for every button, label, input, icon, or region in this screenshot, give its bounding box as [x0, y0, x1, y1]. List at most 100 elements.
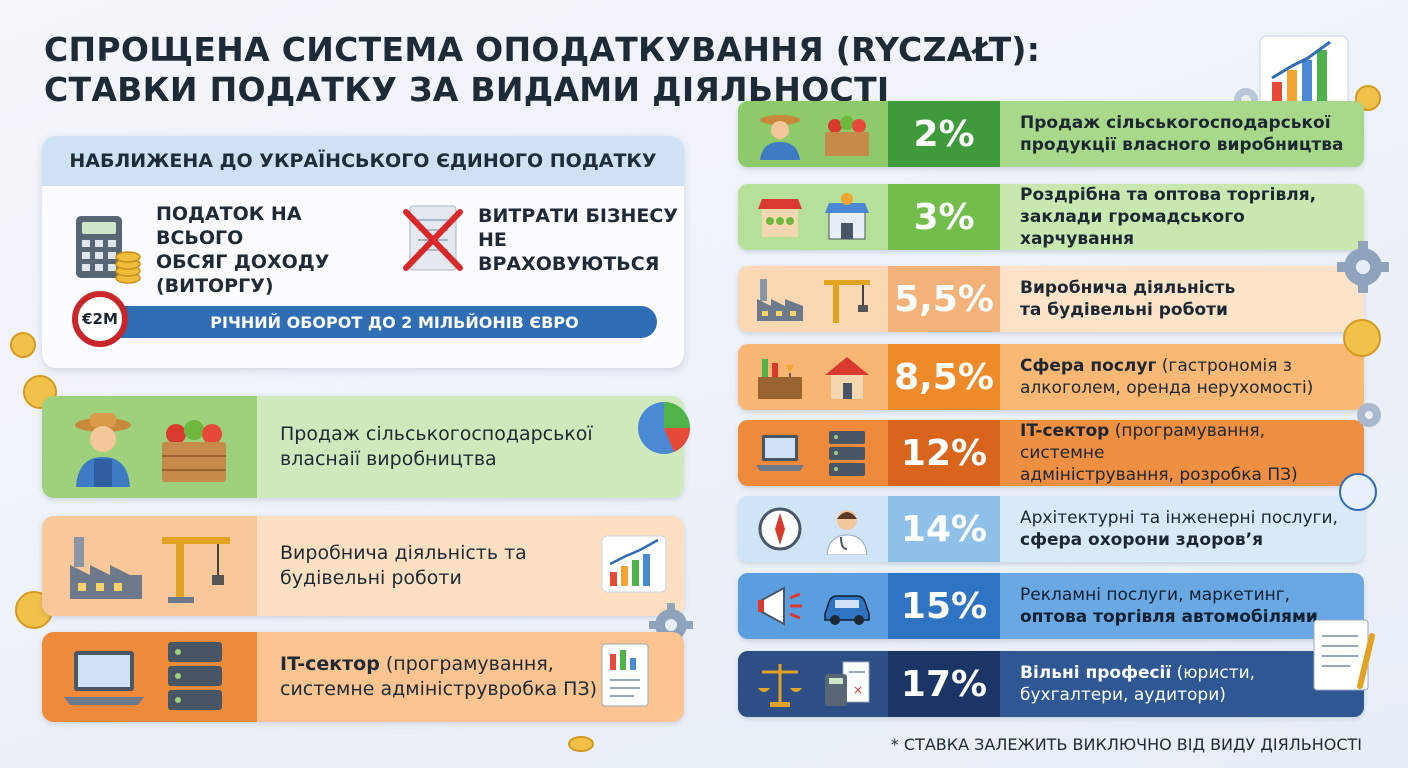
tax-rate-value: 12%: [888, 420, 1000, 486]
rate-description: Рекламні послуги, маркетинг, оптова торгі…: [1020, 573, 1352, 639]
calculator-coins-icon: [76, 216, 141, 284]
coin-icon: [10, 332, 36, 358]
left-sector-manufacturing: Виробнича діяльність та будівельні робот…: [42, 516, 684, 616]
farmer-icon: [75, 413, 131, 487]
left-sector-it: IT-сектор (програмування, системне адмін…: [42, 632, 684, 722]
car-icon: [823, 595, 870, 625]
rate-description: Сфера послуг (гастрономія з алкоголем, ор…: [1020, 344, 1352, 410]
rate-row: 14% Архітектурні та інженерні послуги, сфе…: [738, 496, 1364, 562]
rate-description-bold: Сфера послуг: [1020, 356, 1157, 376]
rate-description-line1: Виробнича діяльність: [1020, 278, 1236, 298]
rate-description-bold2: оптова торгівля автомобілями: [1020, 607, 1318, 627]
rate-row: 12% IT-сектор (програмування, системне адм…: [738, 420, 1364, 486]
rate-row-icons: [738, 266, 888, 332]
tax-rate-value: 14%: [888, 496, 1000, 562]
factory-icon: [70, 537, 142, 599]
megaphone-icon: [757, 586, 802, 626]
vegetable-crate-icon: [162, 420, 226, 482]
rate-description-line2: адміністрування, розробка ПЗ): [1020, 465, 1298, 485]
laptop-icon: [64, 651, 144, 705]
feature2-line1: ВИТРАТИ БІЗНЕСУ: [478, 205, 678, 227]
rate-description-line1: Архітектурні та інженерні послуги,: [1020, 508, 1338, 528]
footnote: * СТАВКА ЗАЛЕЖИТЬ ВИКЛЮЧНО ВІД ВИДУ ДІЯЛ…: [890, 735, 1362, 754]
turnover-badge: €2M: [72, 291, 128, 347]
house-icon: [824, 357, 869, 399]
rate-description-line1: Продаж сільськогосподарської: [1020, 113, 1331, 133]
rate-description-line1: Роздрібна та оптова торгівля,: [1020, 185, 1317, 205]
left-sector-agriculture: Продаж сільськогосподарської власнаії ви…: [42, 396, 684, 498]
rate-description-rest: (юристи,: [1171, 663, 1256, 683]
info-card: НАБЛИЖЕНА ДО УКРАЇНСЬКОГО ЄДИНОГО ПОДАТК…: [42, 136, 684, 368]
rate-description-line2: бухгалтери, аудитори): [1020, 685, 1226, 705]
rate-row: 15% Рекламні послуги, маркетинг, оптова то…: [738, 573, 1364, 639]
left-sector1-line2: власнаії виробництва: [280, 448, 497, 470]
rate-description: IT-сектор (програмування, системне адміні…: [1020, 420, 1352, 486]
crossed-document-icon: [403, 205, 463, 271]
rate-row: × 17% Вільні професії (юристи, бухгалтери, …: [738, 651, 1364, 717]
left-sector1-line1: Продаж сільськогосподарської: [280, 423, 593, 445]
rate-row-icons: [738, 184, 888, 250]
rate-row-icons: [738, 496, 888, 562]
rate-description-line2: заклади громадського харчування: [1020, 207, 1245, 249]
rate-description-line1: Рекламні послуги, маркетинг,: [1020, 585, 1291, 605]
left-sector2-line2: будівельні роботи: [280, 567, 462, 589]
rate-description: Роздрібна та оптова торгівля, заклади гро…: [1020, 184, 1352, 250]
tax-rate-value: 15%: [888, 573, 1000, 639]
turnover-bar: РІЧНИЙ ОБОРОТ ДО 2 МІЛЬЙОНІВ ЄВРО: [102, 306, 657, 338]
rate-description-line2: продукції власного виробництва: [1020, 135, 1344, 155]
feature-total-income: ПОДАТОК НА ВСЬОГО ОБСЯГ ДОХОДУ (ВИТОРГУ): [72, 202, 386, 298]
report-document-icon: [601, 643, 649, 707]
growth-chart-icon: [601, 535, 667, 593]
rate-description-bold: Вільні професії: [1020, 663, 1172, 683]
rate-description: Архітектурні та інженерні послуги, сфера …: [1020, 496, 1352, 562]
rate-description-rest: (гастрономія з: [1156, 356, 1292, 376]
coin-icon: [1343, 319, 1381, 357]
rate-description: Продаж сільськогосподарської продукції вл…: [1020, 101, 1352, 167]
laptop-icon: [755, 435, 804, 471]
coin-icon: [1339, 473, 1377, 511]
tax-rate-value: 17%: [888, 651, 1000, 717]
tax-rate-value: 2%: [888, 101, 1000, 167]
server-icon: [168, 642, 222, 710]
gear-icon: [1357, 403, 1381, 427]
rate-row-icons: [738, 420, 888, 486]
market-stall-icon: [757, 199, 802, 237]
construction-crane-icon: [162, 537, 230, 603]
pie-chart-icon: [638, 402, 690, 454]
rate-row-icons: [738, 573, 888, 639]
feature1-line2: ОБСЯГ ДОХОДУ: [156, 251, 330, 273]
rate-description-bold: IT-сектор: [1020, 421, 1110, 441]
left-sector2-line1: Виробнича діяльність та: [280, 542, 527, 564]
rate-row: 5,5% Виробнича діяльність та будівельні ро…: [738, 266, 1364, 332]
rate-row-icons: ×: [738, 651, 888, 717]
calculator-invoice-icon: ×: [824, 661, 869, 706]
gear-icon: [1337, 241, 1389, 293]
restaurant-icon: [824, 193, 869, 240]
left-sector3-line2: системне адмініструвробка ПЗ): [280, 678, 598, 700]
construction-crane-icon: [823, 280, 870, 323]
compass-icon: [758, 507, 801, 551]
feature1-line3: (ВИТОРГУ): [156, 275, 274, 297]
factory-icon: [756, 279, 803, 321]
server-icon: [828, 431, 865, 476]
rate-row-icons: [738, 344, 888, 410]
feature2-line2: НЕ ВРАХОВУЮТЬСЯ: [478, 229, 660, 275]
tax-rate-value: 8,5%: [888, 344, 1000, 410]
document-pen-icon: [1313, 619, 1375, 691]
turnover-limit: €2M РІЧНИЙ ОБОРОТ ДО 2 МІЛЬЙОНІВ ЄВРО: [72, 291, 657, 347]
svg-text:×: ×: [853, 683, 863, 697]
info-card-header: НАБЛИЖЕНА ДО УКРАЇНСЬКОГО ЄДИНОГО ПОДАТК…: [42, 136, 684, 186]
left-sector3-bold: IT-сектор: [280, 653, 380, 675]
tax-rate-value: 3%: [888, 184, 1000, 250]
title-line-1: СПРОЩЕНА СИСТЕМА ОПОДАТКУВАННЯ (RYCZAŁT)…: [44, 30, 1041, 69]
rate-row-icons: [738, 101, 888, 167]
rate-description-line2: та будівельні роботи: [1020, 300, 1228, 320]
rate-description-bold2: сфера охорони здоров’я: [1020, 530, 1264, 550]
rate-row: 2% Продаж сільськогосподарської продукції …: [738, 101, 1364, 167]
rate-description: Вільні професії (юристи, бухгалтери, ауди…: [1020, 651, 1352, 717]
farmer-icon: [759, 115, 800, 160]
scales-icon: [757, 664, 802, 707]
left-sector3-rest: (програмування,: [379, 653, 554, 675]
coin-icon: [568, 736, 594, 752]
feature1-line1: ПОДАТОК НА ВСЬОГО: [156, 203, 302, 249]
